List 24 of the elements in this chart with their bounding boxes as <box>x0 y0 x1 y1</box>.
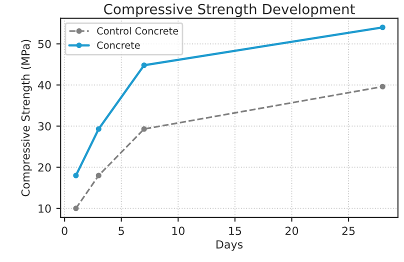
y-tick-label: 30 <box>38 122 51 131</box>
point <box>96 172 102 178</box>
y-tick-label: 10 <box>38 204 51 213</box>
x-tick-label: 0 <box>62 226 68 236</box>
point <box>96 126 102 132</box>
y-tick-label: 20 <box>38 163 51 172</box>
x-tick-label: 5 <box>118 226 124 236</box>
point <box>380 24 386 30</box>
point <box>141 62 147 68</box>
point <box>141 126 147 132</box>
x-axis-title: Days <box>216 240 243 251</box>
x-tick-label: 15 <box>229 226 242 236</box>
legend-label: Concrete <box>97 42 140 49</box>
point <box>73 206 79 212</box>
point <box>380 84 386 90</box>
y-tick-label: 40 <box>38 80 51 90</box>
chart-title: Compressive Strength Development <box>104 4 355 18</box>
x-tick-label: 20 <box>285 226 298 236</box>
y-axis-title: Compressive Strength (MPa) <box>21 40 32 196</box>
legend-label: Control Concrete <box>97 27 178 35</box>
point <box>73 172 79 178</box>
y-tick-label: 50 <box>38 40 51 48</box>
x-tick-label: 25 <box>342 226 355 236</box>
x-tick-label: 10 <box>172 226 184 236</box>
